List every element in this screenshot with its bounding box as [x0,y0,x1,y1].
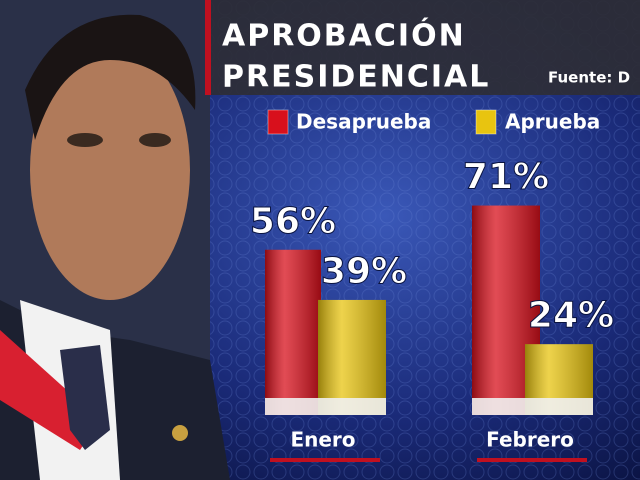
legend-label: Desaprueba [296,110,431,134]
title-line: APROBACIÓN [222,17,466,54]
category-label: Enero [290,428,355,452]
category-label: Febrero [486,428,574,452]
bar-base [472,398,540,415]
value-label: 56% [250,201,336,242]
bar-base [265,398,321,415]
source: Fuente: D [548,69,630,87]
value-label: 71% [463,157,549,198]
title-line: PRESIDENCIAL [222,60,490,95]
bar-base [525,398,593,415]
bar-shine [265,249,321,415]
plot: Desaprueba Aprueba 56% 39% Enero 71% 24% Febrer… [249,109,615,462]
bar-base [318,398,386,415]
legend-swatch [475,109,497,135]
bar-shine [318,299,386,415]
legend-swatch [267,109,289,135]
value-label: 39% [321,251,407,292]
legend-label: Aprueba [505,110,600,134]
value-label: 24% [528,295,614,336]
category-underline [270,458,380,462]
category-underline [477,458,587,462]
portrait [0,0,230,480]
header-accent [205,0,211,95]
header-bar [205,0,640,95]
